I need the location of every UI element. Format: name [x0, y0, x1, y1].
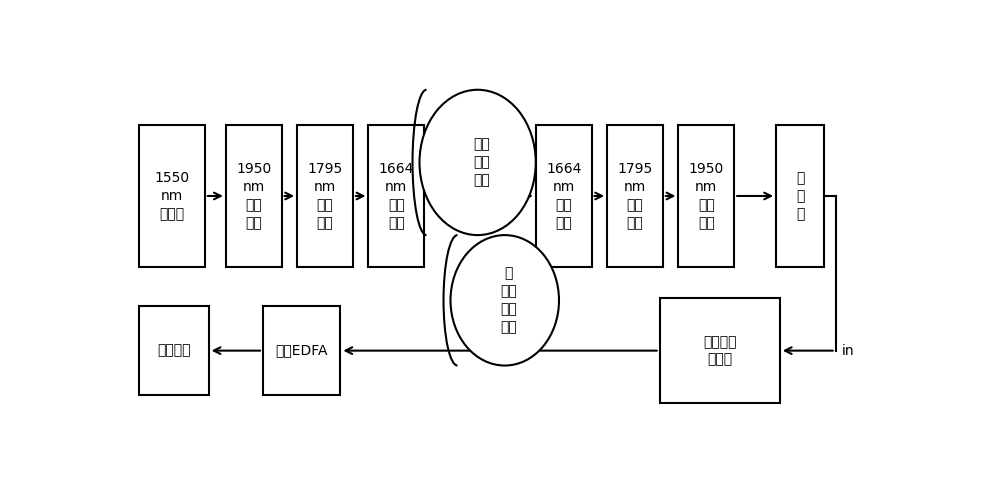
Bar [226, 125, 282, 267]
Text: 1795
nm
高反
光栅: 1795 nm 高反 光栅 [307, 162, 343, 230]
Bar [536, 125, 592, 267]
Ellipse shape [450, 235, 559, 365]
Text: 1550
nm
激光器: 1550 nm 激光器 [154, 171, 189, 221]
Text: 1664
nm
高反
光栅: 1664 nm 高反 光栅 [379, 162, 414, 230]
Text: 1950
nm
高反
光栅: 1950 nm 高反 光栅 [236, 162, 271, 230]
Text: 泵浦
传输
光纤: 泵浦 传输 光纤 [473, 137, 490, 187]
Bar [678, 125, 734, 267]
Text: 掺铒光纤
放大器: 掺铒光纤 放大器 [703, 335, 737, 366]
Text: 前置EDFA: 前置EDFA [275, 344, 328, 358]
Bar [776, 125, 824, 267]
Text: 光接收机: 光接收机 [157, 344, 191, 358]
Bar [607, 125, 663, 267]
Bar [297, 125, 353, 267]
Text: 倍
频
器: 倍 频 器 [796, 171, 804, 221]
Text: 光
信号
传输
光纤: 光 信号 传输 光纤 [501, 267, 517, 334]
Ellipse shape [420, 90, 536, 235]
Bar [139, 306, 209, 395]
Text: 1795
nm
高反
光栅: 1795 nm 高反 光栅 [617, 162, 653, 230]
Bar [139, 125, 205, 267]
Text: in: in [842, 344, 854, 358]
Text: 1950
nm
高反
光栅: 1950 nm 高反 光栅 [689, 162, 724, 230]
Bar [368, 125, 424, 267]
Text: 1664
nm
高反
光栅: 1664 nm 高反 光栅 [546, 162, 581, 230]
Bar [660, 299, 780, 403]
Bar [263, 306, 340, 395]
